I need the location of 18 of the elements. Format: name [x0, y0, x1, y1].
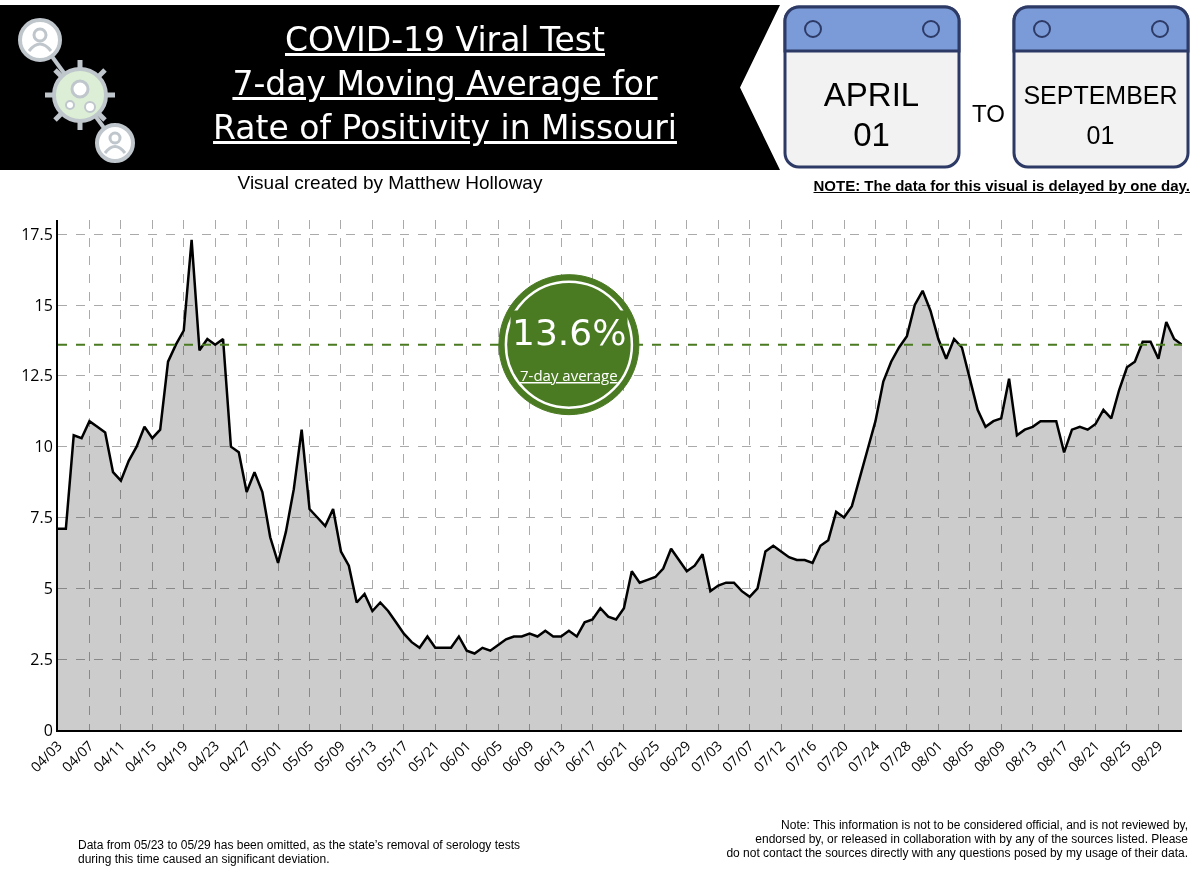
text: Note: This information is not to be considered official, and is not reviewed by, endorsed by, or released in collaboration with by any of the sources listed. Please do not contact the sources directly with any questions posed by my usage of their data. — [726, 818, 1188, 860]
text: APRIL 01 — [822, 75, 921, 155]
annotation: 7-day average — [520, 365, 618, 385]
text: TO — [972, 100, 1005, 128]
y-tick-label: 0 — [43, 718, 53, 741]
text: SEPTEMBER 01 — [1022, 80, 1179, 151]
y-tick-label: 15 — [34, 293, 53, 316]
chart-subtitle: Visual created by Matthew Holloway — [236, 172, 544, 194]
y-tick-label: 2.5 — [30, 647, 53, 670]
y-tick-label: 7.5 — [30, 506, 53, 529]
y-tick-label: 10 — [34, 435, 53, 458]
y-tick-label: 5 — [43, 576, 53, 599]
text: NOTE: The data for this visual is delayed by one day. — [813, 177, 1190, 194]
chart-title: COVID-19 Viral Test 7-day Moving Average for Rate of Positivity in Missouri — [212, 19, 678, 149]
ref-line-label: 13.6% — [512, 312, 627, 353]
y-tick-label: 17.5 — [21, 222, 53, 245]
text: Data from 05/23 to 05/29 has been omitted, as the state’s removal of serology tests during this time caused an significant deviation. — [78, 838, 521, 866]
y-tick-label: 12.5 — [21, 364, 53, 387]
